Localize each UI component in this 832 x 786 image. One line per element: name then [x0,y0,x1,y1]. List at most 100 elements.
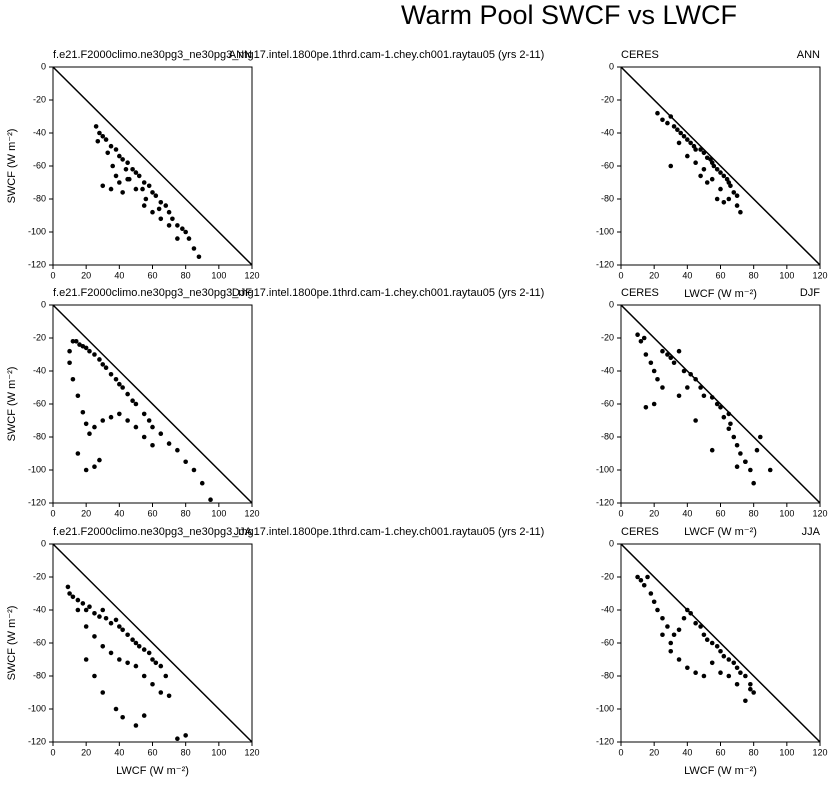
point [721,200,727,205]
point [97,357,102,362]
point [641,582,647,588]
point [718,405,723,410]
point [671,632,677,638]
point [92,352,97,357]
panel: 0 20 40 60 80 100 120 0 -20 -40 -60 -80 -100 -120 CERE… [596,526,828,777]
y-tick-label: -80 [33,193,46,203]
point [103,615,109,621]
point [92,634,97,639]
panel-title-right: ANN [797,49,820,61]
one-to-one-line [620,543,821,743]
y-tick-label: -40 [601,365,614,375]
point [75,393,81,399]
point [175,236,180,241]
point [709,395,715,400]
x-tick-label: 60 [715,508,725,518]
point [153,660,159,666]
panel-title-left: f.e21.F2000climo.ne30pg3_ne30pg3_mg17.in… [53,49,544,61]
point [133,170,139,175]
x-tick-label: 60 [147,747,157,757]
x-tick-label: 120 [244,508,259,518]
point [701,167,707,172]
y-tick-label: -40 [33,127,46,137]
point [721,173,727,179]
y-tick-label: -60 [33,160,46,170]
point [709,447,715,453]
x-tick-label: 80 [181,508,191,518]
one-to-one-line [52,304,253,504]
point [108,650,114,656]
point [734,665,740,671]
point [141,713,147,718]
point [70,594,76,600]
point [70,339,76,344]
y-tick-label: -120 [596,259,614,269]
point [75,451,81,456]
point [767,467,773,473]
point [100,362,106,367]
x-axis-label: LWCF (W m⁻²) [684,765,757,777]
x-tick-label: 0 [50,508,55,518]
point [711,163,717,169]
point [166,441,172,446]
point [645,574,650,580]
point [105,150,111,156]
x-tick-label: 80 [181,747,191,757]
point [170,216,175,222]
y-tick-label: -100 [596,703,614,713]
point [75,607,81,613]
point [117,411,122,417]
point [130,637,135,642]
point [648,591,654,596]
point [685,607,690,613]
point [143,196,149,202]
point [688,140,693,146]
y-tick-label: -80 [601,670,614,680]
y-tick-label: -60 [601,160,614,170]
point [743,698,748,704]
point [108,186,114,192]
y-tick-label: -100 [28,703,46,713]
point [676,627,682,633]
point [153,193,159,198]
point [150,190,155,195]
x-tick-label: 40 [682,270,692,280]
point [731,190,737,195]
point [158,431,164,437]
point [714,167,720,172]
point [685,665,690,671]
y-tick-label: -100 [596,226,614,236]
y-tick-label: -20 [601,571,614,581]
panel-title-right: ANN [229,49,252,61]
point [208,497,213,503]
point [120,190,125,195]
panel: 0 20 40 60 80 100 120 0 -20 -40 -60 -80 -100 -120 f.e2… [6,526,544,777]
point [166,209,172,215]
point [80,409,86,415]
point [721,414,727,420]
y-tick-label: -40 [33,365,46,375]
point [660,632,665,638]
point [150,657,155,662]
y-tick-label: -60 [601,398,614,408]
x-tick-label: 20 [649,270,659,280]
x-tick-label: 100 [779,747,794,757]
point [693,620,698,626]
panel-title-right: JJA [234,526,253,538]
y-tick-label: -80 [33,431,46,441]
point [643,352,649,357]
y-axis-label: SWCF (W m⁻²) [6,129,18,204]
panel-title-left: CERES [621,49,659,61]
point [83,345,89,351]
point [183,733,188,738]
y-tick-label: -20 [33,571,46,581]
point [136,644,142,649]
point [671,124,677,129]
point [688,611,693,616]
y-tick-label: 0 [609,538,614,548]
x-tick-label: 120 [812,270,827,280]
point [125,632,130,638]
point [734,464,740,470]
point [73,339,79,344]
point [698,147,703,152]
